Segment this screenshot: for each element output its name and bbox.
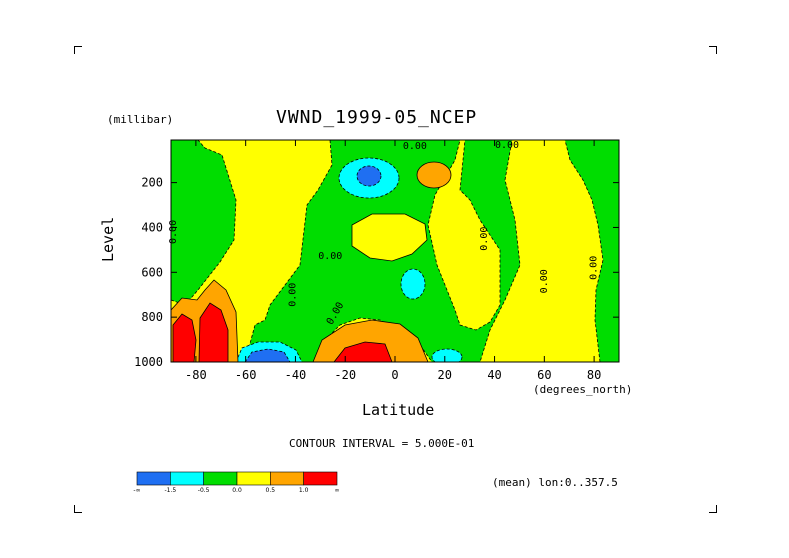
x-tick-label: 0 (391, 368, 398, 382)
colorbar-label: 0.0 (232, 487, 242, 494)
region-orange-blob-upper (416, 161, 452, 189)
y-tick-label: 1000 (134, 355, 163, 369)
x-tick-label: 20 (438, 368, 452, 382)
region-yellow-center-island (351, 213, 428, 262)
region-green-right-band (564, 140, 619, 362)
x-tick-label: -20 (334, 368, 356, 382)
y-tick-label: 200 (141, 176, 163, 190)
colorbar-swatch (203, 471, 238, 486)
colorbar-label: -1.5 (164, 487, 176, 494)
colorbar-label: 1.0 (299, 487, 309, 494)
colorbar-label: ∞ (335, 487, 340, 494)
x-tick-label: -40 (285, 368, 307, 382)
colorbar-swatch (170, 471, 204, 486)
region-cyan-surface-right (431, 348, 463, 362)
crop-mark-bottom-right (709, 505, 717, 513)
x-units-label: (degrees_north) (533, 383, 633, 396)
region-blue-surface-left (244, 348, 291, 362)
y-tick-label: 400 (141, 220, 163, 234)
region-cyan-mid-small (400, 268, 426, 300)
region-green-left-column (171, 140, 237, 306)
colorbar-swatch (303, 471, 338, 486)
contour-interval-text: CONTOUR INTERVAL = 5.000E-01 (289, 437, 475, 450)
region-red-surface-center (333, 341, 393, 362)
contour-label: 0.00 (589, 256, 600, 280)
x-tick-label: 40 (487, 368, 501, 382)
x-axis-label: Latitude (362, 401, 435, 419)
x-tick-label: -60 (235, 368, 257, 382)
colorbar-swatch (136, 471, 171, 486)
x-tick-label: 80 (587, 368, 601, 382)
chart-title: VWND_1999-05_NCEP (276, 107, 478, 128)
y-tick-label: 600 (141, 265, 163, 279)
region-red-antarctic-1 (172, 313, 197, 362)
longitude-mean-text: (mean) lon:0..357.5 (492, 476, 618, 489)
contour-label: 0.00 (539, 269, 550, 293)
contour-label: 0.00 (287, 283, 298, 307)
contour-label: 0.00 (403, 141, 427, 152)
y-tick-label: 800 (141, 310, 163, 324)
x-tick-label: 60 (537, 368, 551, 382)
crop-mark-bottom-left (74, 505, 82, 513)
colorbar-swatch (236, 471, 271, 486)
contour-label: 0.00 (479, 227, 490, 251)
contour-label: 0.00 (168, 220, 179, 244)
x-tick-label: -80 (185, 368, 207, 382)
colorbar-label: 0.5 (266, 487, 276, 494)
contour-label: 0.00 (318, 251, 342, 262)
region-blue-core-upper (356, 165, 382, 187)
region-red-antarctic-2 (198, 302, 229, 362)
y-units-label: (millibar) (107, 113, 174, 126)
contour-label: 0.00 (495, 140, 519, 151)
colorbar-swatch (270, 471, 304, 486)
colorbar-label: -∞ (133, 487, 140, 494)
colorbar-label: -0.5 (198, 487, 210, 494)
crop-mark-top-left (74, 46, 82, 54)
crop-mark-top-right (709, 46, 717, 54)
